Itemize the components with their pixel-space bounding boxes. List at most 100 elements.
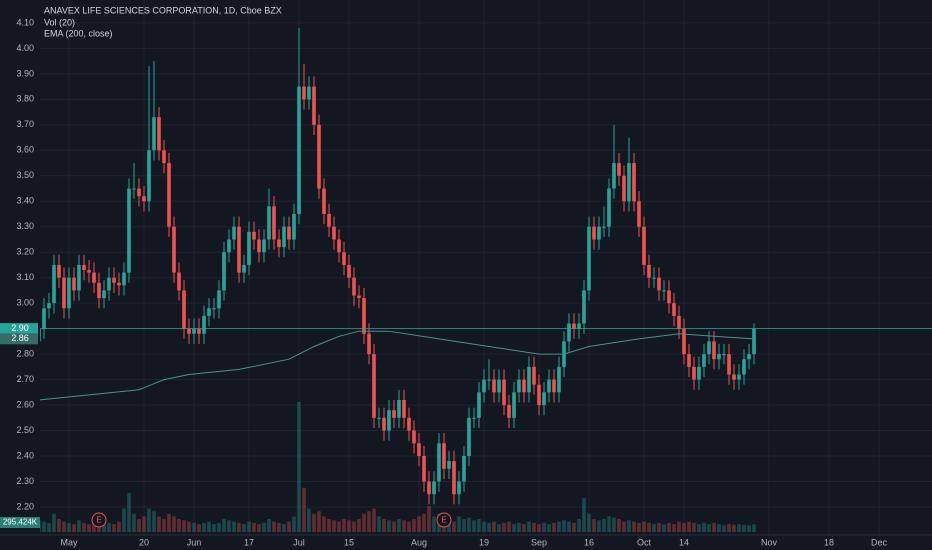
candle-body xyxy=(732,374,736,380)
candle-body xyxy=(122,272,126,286)
candle-body xyxy=(117,282,121,286)
candle-body xyxy=(552,379,556,393)
candle-body xyxy=(512,392,516,418)
volume-bar xyxy=(352,521,356,532)
event-marker xyxy=(91,512,107,528)
volume-bar xyxy=(202,522,206,532)
volume-bar xyxy=(707,524,711,532)
candle-body xyxy=(82,264,86,271)
y-tick-label: 2.80 xyxy=(16,348,34,358)
candle-body xyxy=(242,264,246,273)
candle-body xyxy=(602,226,606,228)
candle-body xyxy=(427,481,431,495)
y-tick-label: 3.10 xyxy=(16,272,34,282)
candle-body xyxy=(347,264,351,278)
candle-body xyxy=(412,430,416,444)
volume-bar xyxy=(682,522,686,532)
candle-body xyxy=(42,308,46,329)
volume-bar xyxy=(542,522,546,532)
volume-bar xyxy=(327,519,331,532)
candle-body xyxy=(52,264,56,304)
candle-body xyxy=(237,226,241,273)
axes: 2.20 2.30 2.40 2.50 2.60 2.70 2.80 2.90 3.00 3.10… xyxy=(0,17,887,547)
x-tick-label: Aug xyxy=(411,537,427,547)
candle-body xyxy=(332,226,336,240)
volume-bar xyxy=(492,521,496,532)
y-tick-label: 2.30 xyxy=(16,476,34,486)
candle-body xyxy=(432,481,436,495)
candle-body xyxy=(337,239,341,253)
candle-body xyxy=(717,354,721,360)
candle-body xyxy=(422,456,426,482)
y-tick-label: 3.60 xyxy=(16,145,34,155)
x-tick-label: Nov xyxy=(761,537,778,547)
candle-body xyxy=(377,417,381,419)
candle-body xyxy=(387,410,391,431)
candle-body xyxy=(632,163,636,202)
volume-bar xyxy=(547,524,551,532)
volume-bar xyxy=(62,521,66,532)
volume-bar xyxy=(462,519,466,532)
volume-bar xyxy=(292,516,296,532)
volume-bar xyxy=(507,521,511,532)
candle-body xyxy=(252,231,256,240)
volume-bar xyxy=(737,524,741,532)
x-tick-label: Jun xyxy=(187,537,202,547)
candle-body xyxy=(367,333,371,355)
volume-bar xyxy=(742,524,746,532)
candle-body xyxy=(502,379,506,406)
volume-label: 295.424K xyxy=(3,518,38,527)
volume-bar xyxy=(42,521,46,532)
candle-body xyxy=(372,354,376,418)
candle-body xyxy=(392,410,396,418)
volume-bar xyxy=(667,522,671,532)
volume-bar xyxy=(142,516,146,532)
candle-body xyxy=(182,290,186,329)
candle-body xyxy=(57,264,61,278)
volume-bar xyxy=(102,524,106,532)
candle-body xyxy=(537,384,541,406)
x-tick-label: 16 xyxy=(584,537,594,547)
x-tick-label: 15 xyxy=(344,537,354,547)
volume-bar xyxy=(372,508,376,532)
volume-bar xyxy=(192,522,196,532)
candle-body xyxy=(87,270,91,273)
candle-body xyxy=(107,277,111,291)
volume-bar xyxy=(602,519,606,532)
candle-body xyxy=(687,354,691,367)
candle-body xyxy=(592,226,596,240)
volume-bar xyxy=(587,513,591,532)
candle-body xyxy=(722,354,726,356)
candle-body xyxy=(457,481,461,495)
candle-body xyxy=(167,163,171,227)
candle-body xyxy=(627,163,631,202)
volume-bar xyxy=(752,524,756,532)
y-tick-label: 2.60 xyxy=(16,399,34,409)
candle-body xyxy=(112,277,116,283)
volume-bar xyxy=(242,524,246,532)
volume-bar xyxy=(232,521,236,532)
candle-body xyxy=(322,188,326,214)
volume-bar xyxy=(622,521,626,532)
volume-bar xyxy=(257,524,261,532)
candle-body xyxy=(542,392,546,406)
volume-label-box xyxy=(0,517,40,528)
candle-body xyxy=(272,206,276,240)
volume-bar xyxy=(627,520,631,532)
volume-bar xyxy=(672,524,676,532)
volume-bar xyxy=(262,522,266,532)
volume-bar xyxy=(282,524,286,532)
indicator-label: Vol (20) xyxy=(44,17,75,27)
y-tick-label: 3.30 xyxy=(16,221,34,231)
volume-bar xyxy=(387,520,391,532)
volume-bar xyxy=(277,522,281,532)
y-tick-label: 3.80 xyxy=(16,94,34,104)
volume-bar xyxy=(397,519,401,532)
volume-bar xyxy=(657,522,661,532)
volume-bar xyxy=(652,524,656,532)
candle-body xyxy=(257,239,261,253)
x-tick-label: 19 xyxy=(479,537,489,547)
volume-bar xyxy=(132,513,136,532)
